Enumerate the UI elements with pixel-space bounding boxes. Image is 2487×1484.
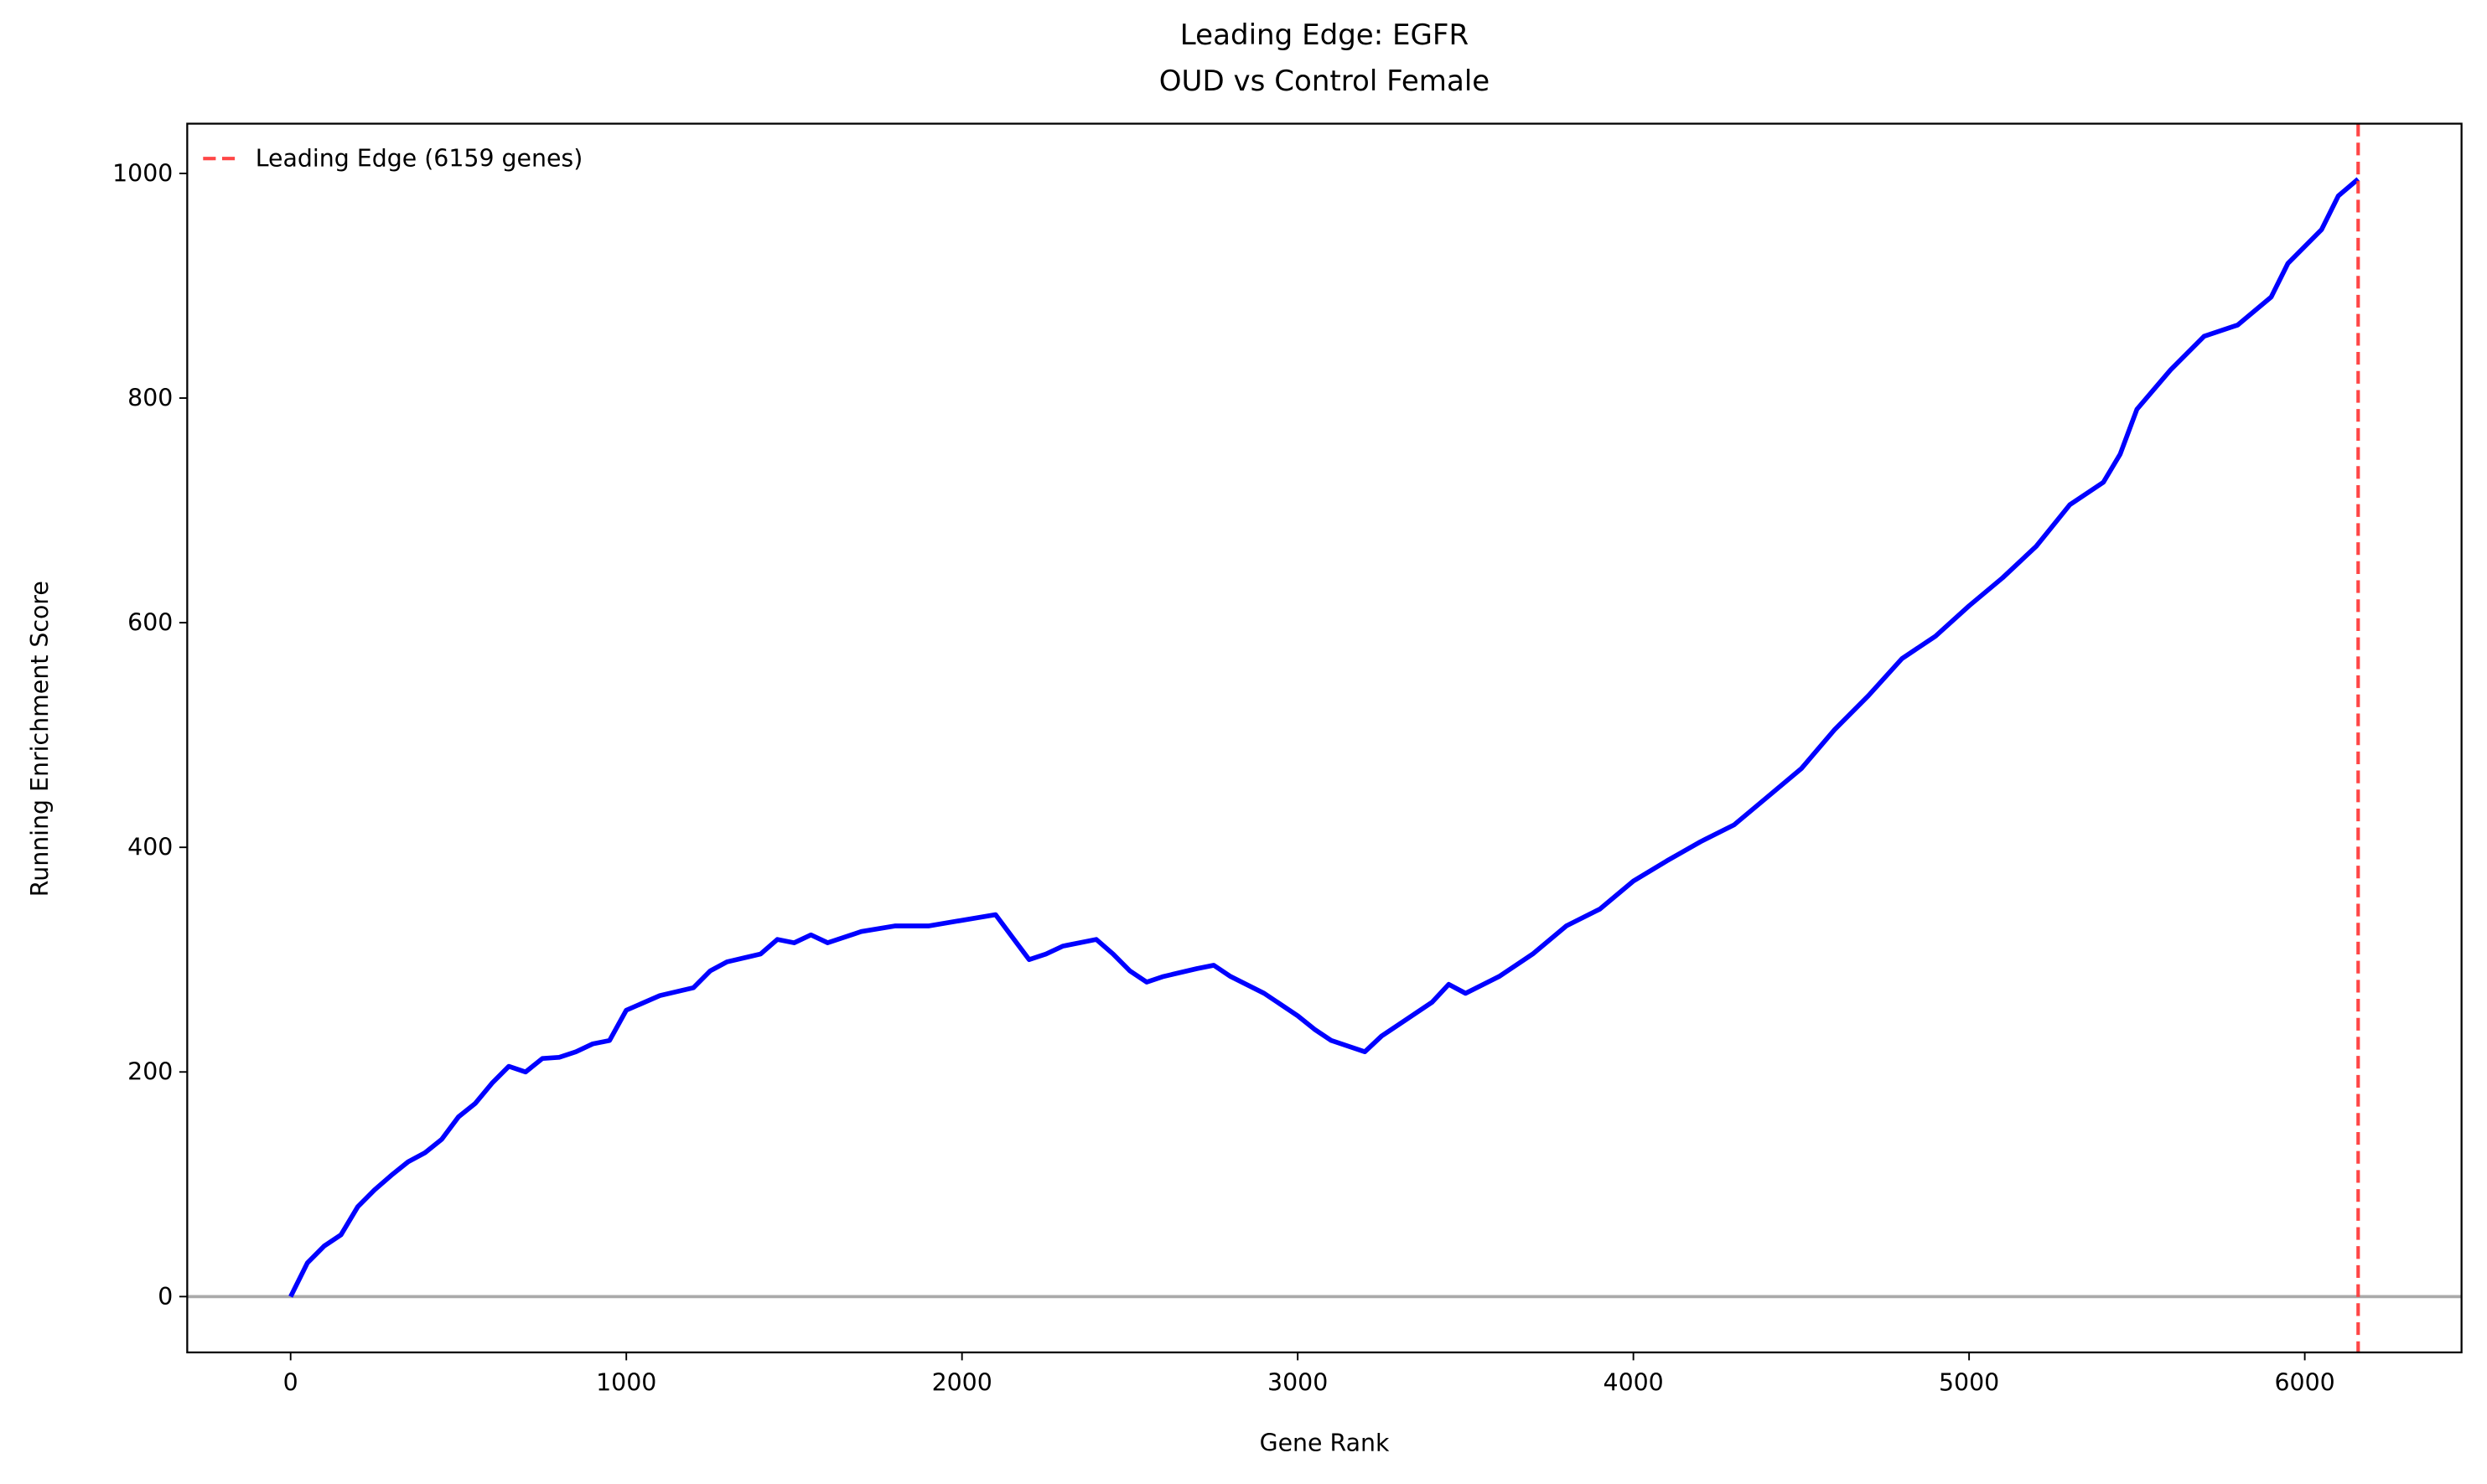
legend-label: Leading Edge (6159 genes)	[256, 145, 583, 173]
data-line	[288, 177, 2360, 1298]
x-axis-label: Gene Rank	[1260, 1429, 1390, 1456]
x-tick-label: 5000	[1939, 1368, 1999, 1396]
y-tick-label: 600	[127, 609, 173, 637]
chart-subtitle: OUD vs Control Female	[1159, 65, 1490, 98]
x-tick-label: 2000	[932, 1368, 992, 1396]
x-tick-label: 6000	[2274, 1368, 2334, 1396]
y-tick-label: 0	[158, 1283, 173, 1311]
chart-title: Leading Edge: EGFR	[1180, 18, 1469, 52]
x-tick-label: 3000	[1267, 1368, 1328, 1396]
y-tick-label: 400	[127, 834, 173, 861]
y-tick-label: 1000	[112, 159, 173, 187]
x-tick-label: 1000	[596, 1368, 656, 1396]
x-tick-label: 0	[283, 1368, 298, 1396]
y-axis-label: Running Enrichment Score	[26, 581, 54, 897]
plot-frame	[186, 122, 2463, 1354]
x-tick-label: 4000	[1604, 1368, 1664, 1396]
y-tick-label: 800	[127, 384, 173, 411]
y-tick-label: 200	[127, 1058, 173, 1086]
